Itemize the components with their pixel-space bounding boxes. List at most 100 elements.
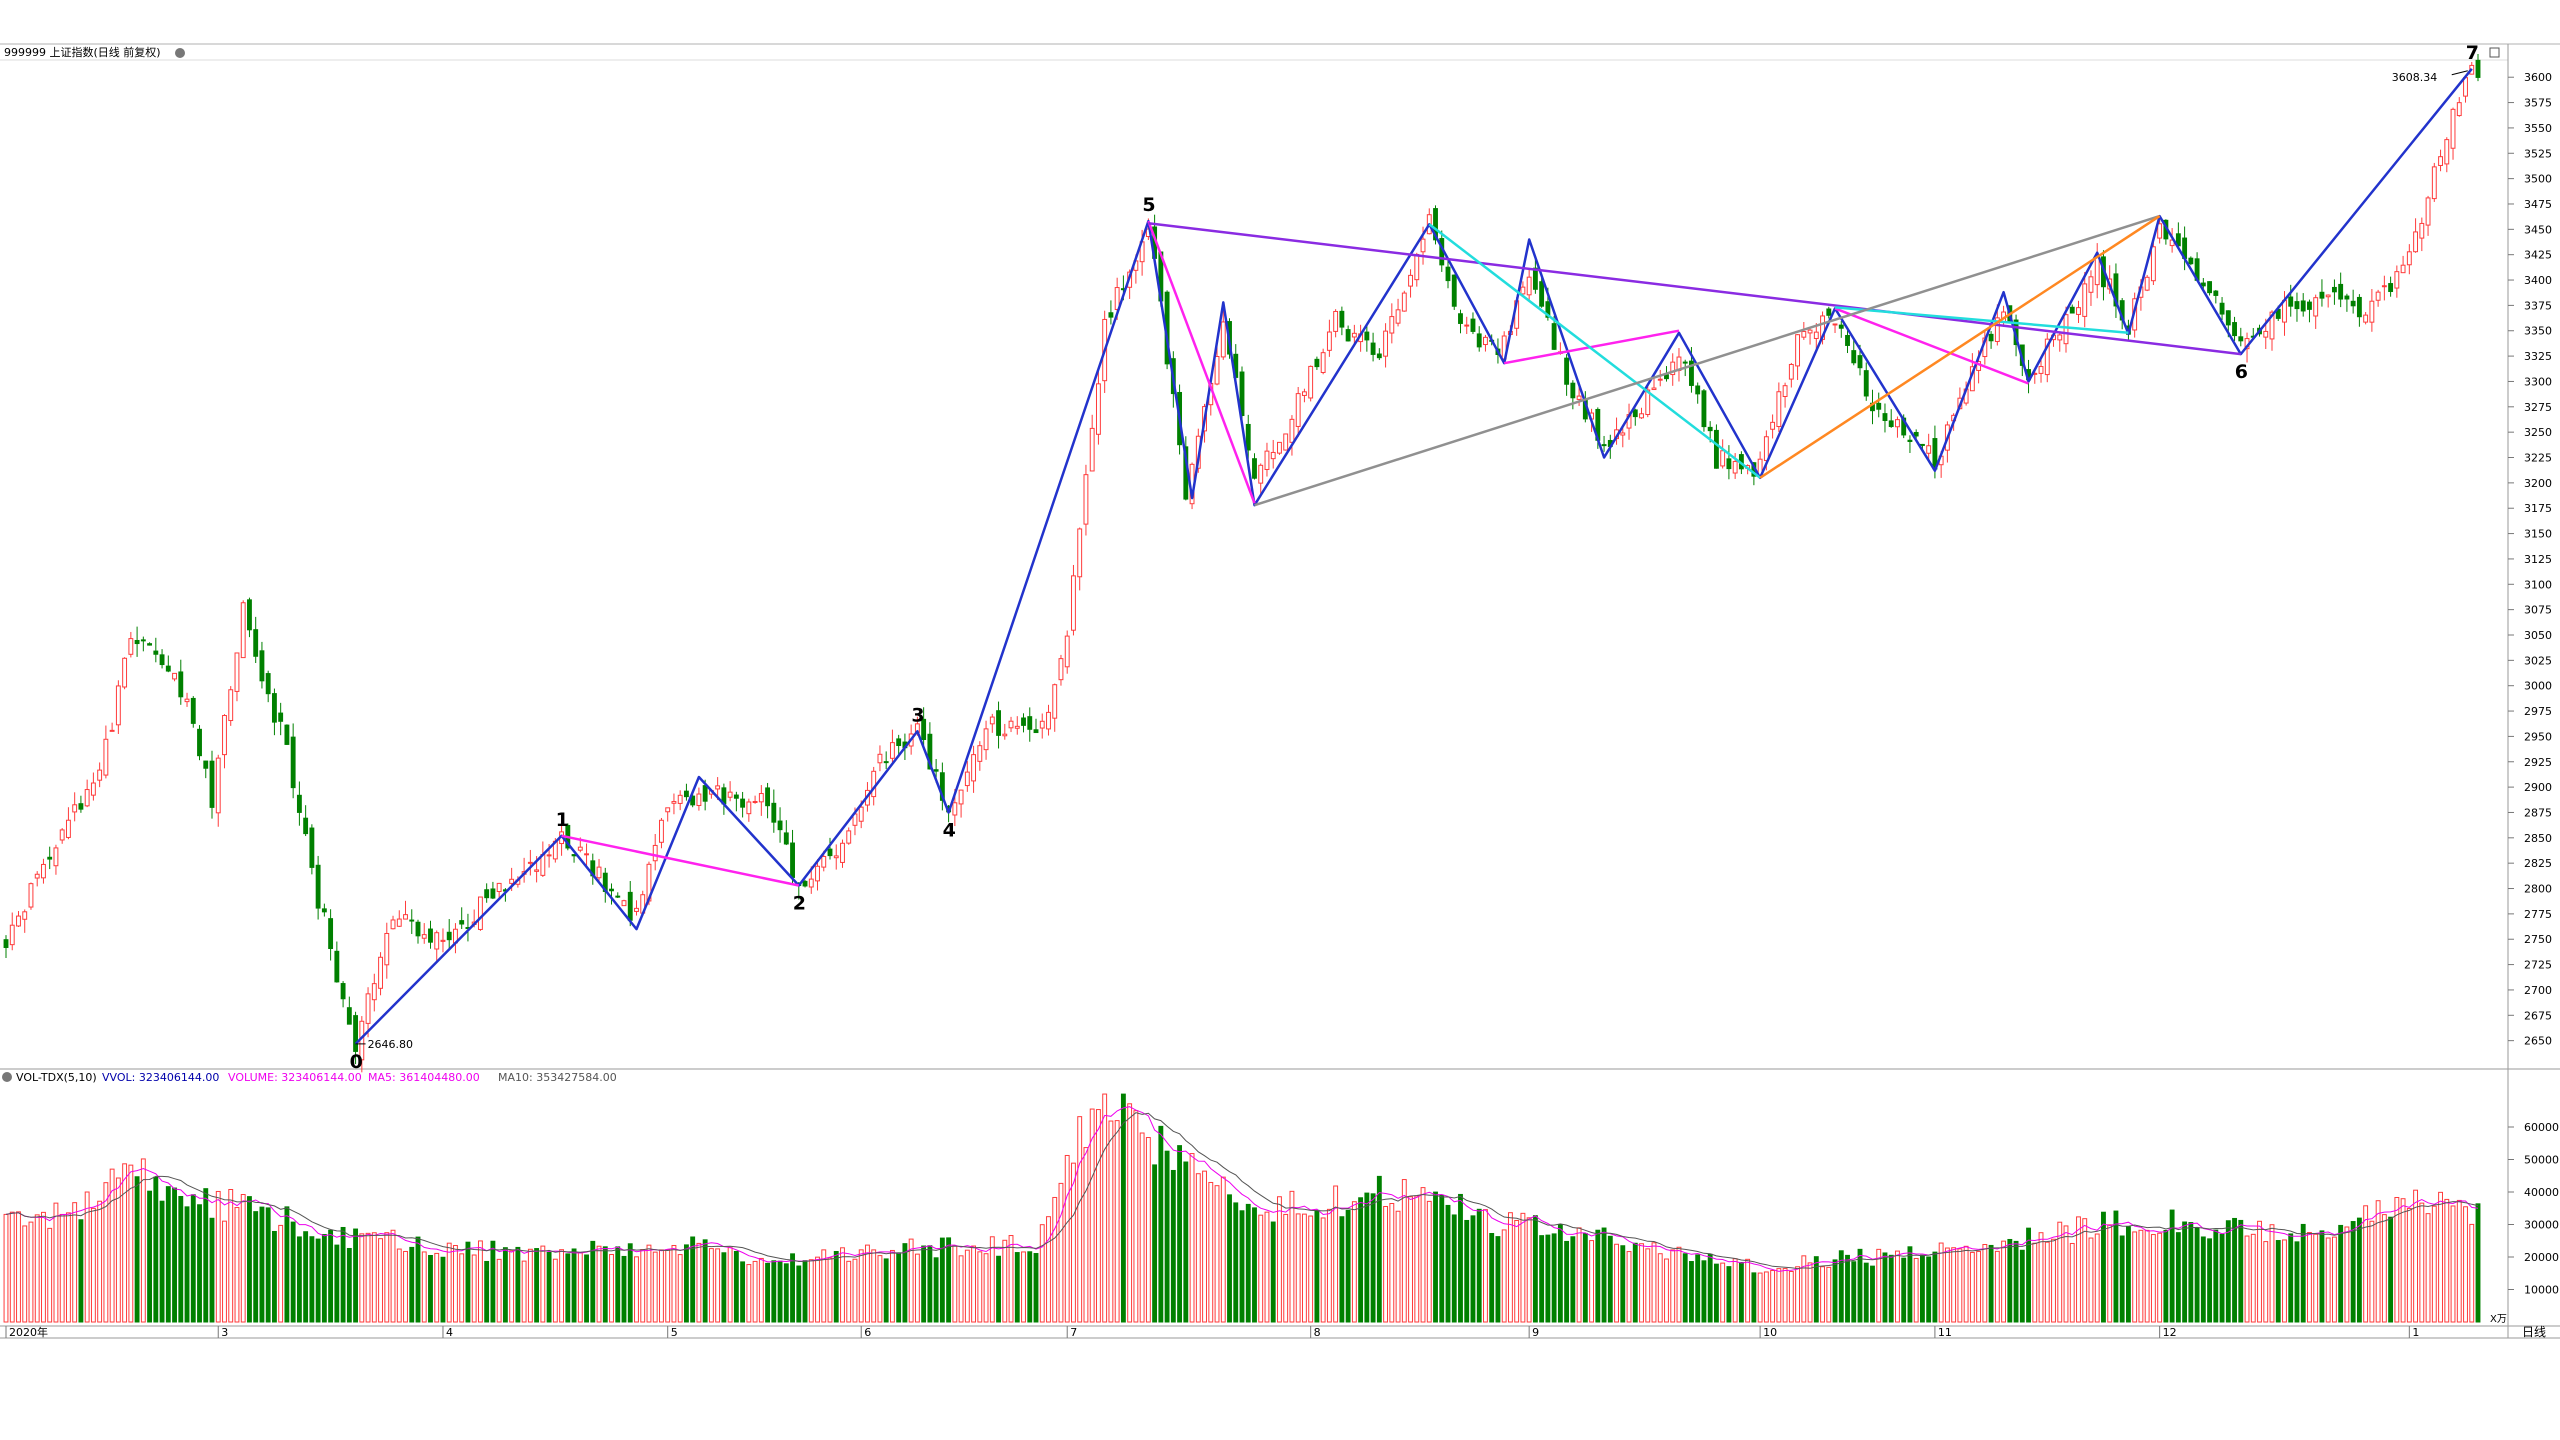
candle-body — [409, 919, 415, 922]
volume-bar — [1183, 1161, 1189, 1323]
candle-body — [59, 829, 65, 841]
candle-body — [215, 757, 221, 814]
candle-body — [197, 728, 202, 757]
candle-body — [702, 785, 708, 802]
volume-bar — [1670, 1249, 1676, 1323]
time-tick-label: 3 — [221, 1326, 228, 1339]
candle-body — [1695, 385, 1701, 395]
candle-body — [16, 915, 21, 927]
volume-bar — [790, 1253, 795, 1323]
candle-body — [172, 672, 177, 680]
candle-body — [234, 652, 240, 692]
volume-bar — [1002, 1239, 1008, 1323]
candle-body — [2213, 290, 2219, 296]
candle-body — [2338, 283, 2344, 300]
candle-body — [184, 698, 190, 703]
candle-body — [484, 889, 490, 899]
wave-label: 6 — [2235, 361, 2248, 383]
time-tick-label: 2020年 — [9, 1325, 48, 1339]
volume-bar — [1114, 1120, 1120, 1323]
volume-bar — [1145, 1137, 1151, 1323]
settings-icon[interactable] — [175, 48, 185, 58]
candle-body — [2438, 156, 2443, 166]
candle-body — [777, 820, 783, 831]
volume-bar — [122, 1163, 128, 1323]
volume-bar — [1757, 1272, 1763, 1323]
maximize-icon[interactable] — [2489, 47, 2500, 58]
candle-body — [2144, 276, 2150, 291]
candle-body — [1283, 433, 1289, 451]
candle-body — [2394, 271, 2400, 289]
volume-bar — [1726, 1266, 1732, 1323]
volume-bar — [415, 1236, 421, 1323]
volume-bar — [952, 1245, 958, 1323]
volume-bar — [403, 1250, 408, 1323]
volume-bar — [378, 1238, 383, 1323]
candle-body — [459, 920, 465, 925]
volume-bar — [72, 1202, 78, 1323]
candle-body — [933, 769, 939, 772]
volume-bar — [677, 1254, 683, 1323]
volume-bar — [421, 1251, 427, 1323]
candle-body — [1071, 575, 1076, 631]
volume-bar — [1158, 1125, 1164, 1323]
candle-body — [1008, 720, 1014, 729]
candle-body — [1470, 318, 1476, 332]
volume-bar — [2157, 1232, 2163, 1323]
candle-body — [634, 907, 639, 912]
volume-bar — [971, 1245, 977, 1323]
volume-bar — [103, 1182, 109, 1323]
volume-bar — [2069, 1242, 2075, 1323]
volume-bar — [1745, 1258, 1751, 1323]
candle-body — [1838, 324, 1844, 329]
candle-body — [889, 742, 895, 759]
candle-body — [2057, 334, 2063, 341]
volume-bar — [1501, 1229, 1507, 1323]
candle-body — [1401, 292, 1407, 312]
candle-body — [1907, 439, 1913, 443]
volume-bar — [1845, 1254, 1850, 1323]
candle-body — [1645, 389, 1651, 415]
volume-bar — [640, 1249, 646, 1323]
volume-bar — [2076, 1216, 2081, 1323]
volume-bar — [1963, 1245, 1969, 1323]
volume-bar — [1826, 1266, 1832, 1323]
candle-body — [858, 806, 864, 822]
volume-bar — [197, 1204, 202, 1323]
candle-body — [2076, 307, 2081, 315]
volume-bar — [1139, 1132, 1145, 1323]
volume-bar — [1401, 1179, 1407, 1323]
volume-bar — [721, 1252, 727, 1323]
price-axis-ticks: 2650 2675 2700 2725 2750 2775 2800 2825 2850 2875… — [2508, 71, 2552, 1048]
volume-bar — [2325, 1237, 2331, 1323]
indicator-settings-icon[interactable] — [2, 1072, 12, 1082]
volume-bar — [2188, 1222, 2194, 1323]
volume-bar — [2263, 1241, 2269, 1323]
volume-bar — [41, 1211, 46, 1323]
volume-bar — [914, 1253, 920, 1323]
volume-bar — [1326, 1208, 1332, 1323]
candle-body — [1763, 436, 1769, 461]
volume-bar — [159, 1200, 165, 1323]
volume-bar — [2144, 1229, 2150, 1323]
volume-bar — [1926, 1256, 1932, 1323]
candle-body — [609, 888, 614, 892]
volume-bar — [1295, 1213, 1301, 1323]
volume-bar — [908, 1238, 914, 1323]
volume-bar — [3, 1213, 9, 1323]
candle-body — [47, 856, 53, 860]
candle-body — [228, 689, 234, 722]
time-tick-label: 9 — [1532, 1326, 1539, 1339]
price-tick-label: 2975 — [2524, 705, 2552, 718]
volume-bar — [852, 1258, 858, 1323]
volume-bar — [2269, 1224, 2275, 1323]
volume-bar — [1289, 1190, 1295, 1323]
candle-body — [384, 932, 390, 966]
candle-body — [2463, 77, 2468, 97]
candle-body — [284, 724, 290, 745]
volume-tick-label: 20000 — [2524, 1251, 2559, 1264]
volume-bar — [1801, 1255, 1807, 1323]
volume-bar — [1788, 1270, 1794, 1323]
wave-label: 4 — [943, 819, 956, 841]
candle-body — [1252, 458, 1257, 479]
